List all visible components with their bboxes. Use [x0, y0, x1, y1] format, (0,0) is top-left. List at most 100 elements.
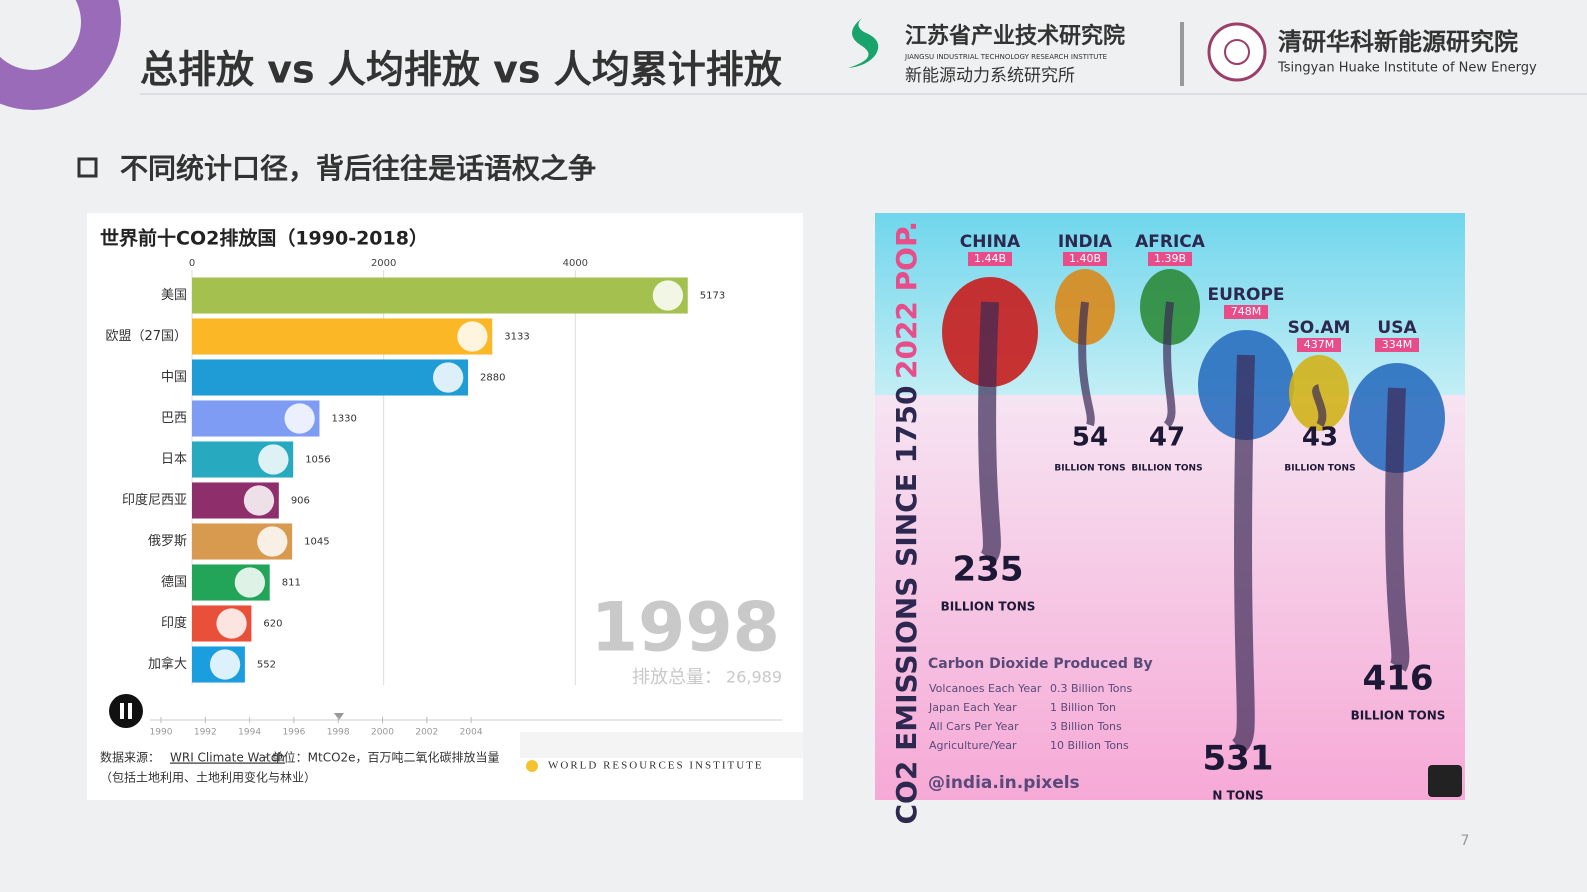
bullet-text: 不同统计口径，背后往往是话语权之争 [120, 152, 596, 185]
flag [284, 403, 315, 434]
y-tick-label: 日本 [161, 452, 187, 467]
flag [243, 485, 275, 516]
region-pop: 1.40B [1069, 252, 1101, 265]
logo1-icon [848, 18, 879, 68]
logo2-en: Tsingyan Huake Institute of New Energy [1277, 61, 1537, 76]
logo2-icon [1207, 22, 1267, 82]
pop-badge [968, 252, 1012, 266]
region-unit: BILLION TONS [1054, 464, 1125, 474]
source-note: （包括土地利用、土地利用变化与林业） [100, 770, 316, 785]
year-label: 1998 [591, 589, 780, 668]
timeline-label: 1996 [282, 728, 305, 738]
image-icon[interactable] [1428, 765, 1462, 797]
region-unit: N TONS [1212, 789, 1263, 803]
page-number: 7 [1461, 833, 1470, 849]
region-name: CHINA [960, 232, 1021, 252]
y-tick-label: 俄罗斯 [148, 534, 187, 549]
bar-chart: 世界前十CO2排放国（1990-2018） 1998 排放总量： 26,989 … [87, 213, 803, 800]
logo1-name: 江苏省产业技术研究院 [905, 23, 1125, 49]
y-tick-label: 巴西 [161, 411, 187, 426]
y-tick-label: 印度尼西亚 [122, 492, 187, 508]
produced-source: Volcanoes Each Year [929, 682, 1042, 695]
pop-badge [1297, 338, 1341, 352]
produced-source: Agriculture/Year [929, 739, 1017, 752]
pop-badge [1375, 338, 1419, 352]
y-tick-label: 加拿大 [148, 656, 187, 672]
y-tick-label: 欧盟（27国） [105, 329, 187, 344]
region-unit: BILLION TONS [941, 600, 1036, 614]
wri-logo [526, 760, 538, 772]
region-pop: 1.44B [974, 252, 1006, 265]
source-link[interactable]: WRI Climate Watch [170, 751, 285, 765]
region-emissions: 54 [1072, 423, 1108, 453]
value-label: 552 [257, 660, 276, 671]
source-prefix: 数据来源： [100, 750, 160, 765]
bullet-box [77, 157, 98, 178]
flag [234, 567, 266, 598]
value-label: 5173 [700, 291, 725, 302]
credit: @india.in.pixels [928, 773, 1080, 793]
region-unit: BILLION TONS [1351, 709, 1446, 723]
pause-button[interactable] [109, 694, 143, 728]
region-name: USA [1377, 318, 1417, 338]
value-label: 1056 [305, 455, 330, 466]
region-emissions: 47 [1149, 423, 1185, 453]
flag [652, 280, 684, 311]
region-name: EUROPE [1207, 285, 1284, 305]
produced-amount: 1 Billion Ton [1050, 701, 1116, 714]
flag [216, 608, 247, 639]
region-pop: 1.39B [1154, 252, 1186, 265]
bar [192, 318, 493, 355]
timeline-label: 1998 [327, 728, 350, 738]
produced-amount: 3 Billion Tons [1050, 720, 1122, 733]
timeline-label: 1994 [238, 728, 261, 738]
bar [192, 277, 688, 314]
y-tick-label: 印度 [161, 615, 187, 631]
produced-source: All Cars Per Year [929, 720, 1019, 733]
wri-label: WORLD RESOURCES INSTITUTE [548, 760, 764, 772]
y-tick-label: 德国 [161, 575, 187, 590]
flag [209, 649, 241, 680]
corner-ring [0, 0, 121, 110]
total-label: 排放总量： [632, 667, 722, 688]
tree-roots [1163, 301, 1176, 428]
produced-title: Carbon Dioxide Produced By [928, 656, 1153, 672]
bar [192, 359, 468, 396]
flag [257, 526, 288, 557]
region-emissions: 531 [1203, 739, 1274, 779]
tree-roots [1078, 301, 1095, 427]
chart-title: 世界前十CO2排放国（1990-2018） [100, 227, 428, 250]
value-label: 1045 [304, 537, 329, 548]
value-label: 811 [282, 578, 301, 589]
value-label: 2880 [480, 373, 505, 384]
tree-roots [1312, 384, 1327, 428]
region-pop: 334M [1382, 338, 1413, 351]
logo2-name: 清研华科新能源研究院 [1278, 28, 1518, 56]
flag [433, 362, 464, 393]
value-label: 906 [291, 496, 310, 507]
y-tick-label: 中国 [161, 370, 187, 385]
timeline-label: 1992 [194, 728, 217, 738]
y-tick-label: 美国 [161, 288, 187, 303]
timeline-label: 2002 [415, 728, 438, 738]
timeline-label: 2004 [460, 728, 483, 738]
region-unit: BILLION TONS [1131, 464, 1202, 474]
flag [457, 321, 488, 352]
x-tick-label: 4000 [563, 258, 588, 269]
region-emissions: 416 [1363, 659, 1434, 699]
tree-roots [1231, 354, 1255, 754]
timeline-cursor [334, 713, 344, 720]
toolbar [520, 732, 803, 758]
source-unit: · 单位：MtCO2e，百万吨二氧化碳排放当量 [264, 750, 500, 765]
value-label: 3133 [504, 332, 529, 343]
pause-icon [128, 703, 132, 719]
timeline-label: 2000 [371, 728, 394, 738]
produced-amount: 0.3 Billion Tons [1050, 682, 1133, 695]
x-tick-label: 2000 [371, 258, 396, 269]
tree-roots [978, 301, 1001, 564]
region-emissions: 43 [1302, 423, 1338, 453]
logo1-sub: 新能源动力系统研究所 [905, 66, 1075, 86]
produced-amount: 10 Billion Tons [1050, 739, 1129, 752]
